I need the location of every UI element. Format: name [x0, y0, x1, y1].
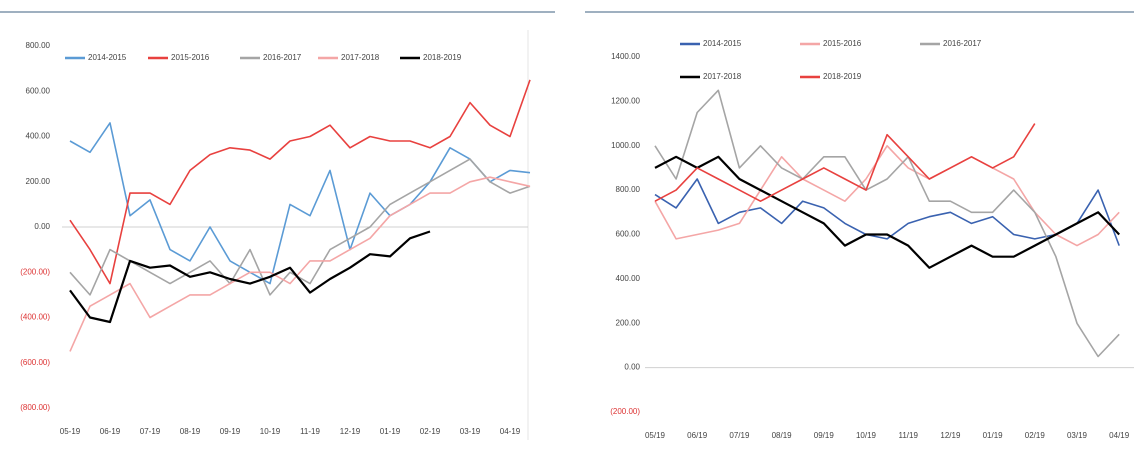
x-tick-label: 06-19	[100, 427, 121, 436]
y-tick-label: 0.00	[624, 363, 640, 372]
x-tick-label: 12-19	[340, 427, 361, 436]
x-tick-label: 09-19	[220, 427, 241, 436]
series-line	[654, 123, 1036, 202]
y-tick-label: 1000.00	[611, 141, 640, 150]
x-tick-label: 07-19	[140, 427, 161, 436]
y-tick-label: 600.00	[26, 86, 51, 95]
legend-label: 2018-2019	[423, 53, 462, 62]
x-tick-label: 02-19	[420, 427, 441, 436]
legend-label: 2014-2015	[88, 53, 127, 62]
y-tick-label: 600.00	[616, 230, 641, 239]
y-tick-label: 0.00	[34, 222, 50, 231]
series-line	[654, 89, 1120, 358]
legend-label: 2017-2018	[703, 72, 742, 81]
y-tick-label: (800.00)	[20, 403, 50, 412]
series-line	[654, 145, 1120, 247]
legend-label: 2018-2019	[823, 72, 862, 81]
y-tick-label: 200.00	[26, 177, 51, 186]
x-tick-label: 12/19	[940, 431, 961, 440]
x-tick-label: 10-19	[260, 427, 281, 436]
series-line	[654, 155, 1120, 269]
legend-label: 2017-2018	[341, 53, 380, 62]
x-tick-label: 01/19	[983, 431, 1004, 440]
x-tick-label: 07/19	[729, 431, 750, 440]
x-tick-label: 01-19	[380, 427, 401, 436]
x-tick-label: 03-19	[460, 427, 481, 436]
legend-label: 2014-2015	[703, 39, 742, 48]
y-tick-label: 800.00	[26, 41, 51, 50]
series-line	[654, 178, 1120, 246]
x-tick-label: 10/19	[856, 431, 877, 440]
x-tick-label: 04/19	[1109, 431, 1130, 440]
x-tick-label: 11-19	[300, 427, 320, 436]
y-tick-label: 400.00	[26, 132, 51, 141]
x-tick-label: 09/19	[814, 431, 835, 440]
x-tick-label: 03/19	[1067, 431, 1088, 440]
legend-label: 2015-2016	[823, 39, 862, 48]
y-tick-label: (200.00)	[610, 407, 640, 416]
legend-label: 2015-2016	[171, 53, 210, 62]
x-tick-label: 04-19	[500, 427, 521, 436]
series-line	[69, 158, 531, 296]
series-line	[69, 122, 531, 285]
x-tick-label: 05/19	[645, 431, 666, 440]
y-tick-label: 800.00	[616, 185, 641, 194]
x-tick-label: 02/19	[1025, 431, 1046, 440]
legend-label: 2016-2017	[263, 53, 302, 62]
x-tick-label: 11/19	[898, 431, 918, 440]
y-tick-label: (400.00)	[20, 313, 50, 322]
series-line	[69, 230, 431, 324]
y-tick-label: (200.00)	[20, 267, 50, 276]
x-tick-label: 08-19	[180, 427, 201, 436]
x-tick-label: 05-19	[60, 427, 81, 436]
y-tick-label: 1200.00	[611, 96, 640, 105]
y-tick-label: 200.00	[616, 318, 641, 327]
y-tick-label: (600.00)	[20, 358, 50, 367]
y-tick-label: 1400.00	[611, 52, 640, 61]
series-line	[69, 79, 531, 285]
x-tick-label: 06/19	[687, 431, 708, 440]
series-line	[69, 176, 531, 352]
x-tick-label: 08/19	[772, 431, 793, 440]
y-tick-label: 400.00	[616, 274, 641, 283]
legend-label: 2016-2017	[943, 39, 982, 48]
